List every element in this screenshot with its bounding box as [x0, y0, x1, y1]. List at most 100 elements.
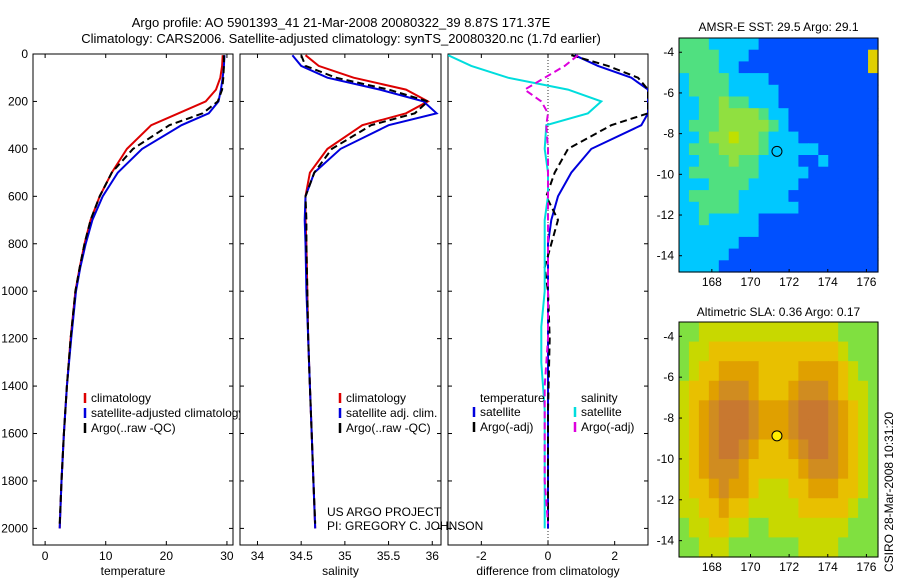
- map-cell: [728, 419, 740, 441]
- map-cell: [868, 341, 879, 362]
- map-cell: [748, 38, 760, 51]
- map-cell: [698, 61, 710, 74]
- map-cell: [868, 178, 879, 191]
- map-cell: [788, 419, 799, 441]
- map-cell: [718, 108, 730, 121]
- map-cell: [768, 201, 780, 215]
- map-cell: [768, 361, 780, 382]
- map-cell: [718, 439, 730, 460]
- map-cell: [738, 38, 750, 51]
- map-cell: [828, 38, 839, 51]
- salinity-plot-frame: [239, 53, 442, 546]
- map-cell: [838, 190, 849, 203]
- map-cell: [798, 108, 809, 121]
- map-cell: [778, 478, 790, 499]
- map-cell: [808, 155, 819, 168]
- map-cell: [868, 201, 879, 215]
- map-cell: [738, 61, 750, 74]
- map-cell: [848, 143, 859, 156]
- map-cell: [778, 143, 790, 156]
- map-cell: [708, 537, 720, 558]
- map-cell: [679, 400, 690, 421]
- map-cell: [798, 213, 809, 226]
- temperature-x-tick-label: 10: [99, 549, 113, 563]
- map-cell: [838, 341, 849, 362]
- map-cell: [778, 119, 790, 133]
- map-cell: [728, 96, 740, 109]
- map-cell: [708, 201, 720, 215]
- map-cell: [728, 260, 740, 273]
- map-cell: [828, 213, 839, 226]
- depth-tick-label: 200: [8, 94, 28, 108]
- map-cell: [858, 322, 869, 343]
- map-cell: [718, 131, 730, 144]
- map-cell: [858, 131, 869, 144]
- map-cell: [718, 236, 730, 250]
- map-y-tick-label: -8: [663, 127, 674, 141]
- map-cell: [688, 213, 700, 226]
- map-cell: [848, 166, 859, 179]
- map-cell: [728, 73, 740, 86]
- map-cell: [808, 419, 819, 441]
- map-cell: [688, 498, 700, 519]
- map-cell: [708, 166, 720, 179]
- map-cell: [698, 84, 710, 98]
- difference-x-axis-label: difference from climatology: [476, 564, 619, 578]
- map-cell: [708, 155, 720, 168]
- map-cell: [688, 400, 700, 421]
- map-cell: [848, 537, 859, 558]
- map-cell: [698, 190, 710, 203]
- map-cell: [828, 236, 839, 250]
- map-cell: [758, 61, 770, 74]
- map-cell: [798, 143, 809, 156]
- map-cell: [778, 517, 790, 539]
- map-cell: [679, 61, 690, 74]
- map-cell: [758, 143, 770, 156]
- map-cell: [788, 84, 799, 98]
- map-cell: [748, 517, 760, 539]
- map-cell: [679, 380, 690, 401]
- map-cell: [778, 166, 790, 179]
- map-cell: [838, 108, 849, 121]
- map-cell: [788, 517, 799, 539]
- map-cell: [758, 84, 770, 98]
- difference-x-tick-label: 0: [545, 549, 552, 563]
- map-cell: [868, 73, 879, 86]
- map-y-tick-label: -14: [657, 249, 675, 263]
- map-cell: [688, 190, 700, 203]
- map-cell: [688, 49, 700, 62]
- map-cell: [738, 49, 750, 62]
- map-cell: [818, 166, 829, 179]
- map-x-tick-label: 170: [740, 560, 760, 574]
- map-cell: [718, 119, 730, 133]
- salinity-legend-entry-label: satellite adj. clim.: [346, 406, 437, 420]
- map-cell: [679, 178, 690, 191]
- map-cell: [728, 155, 740, 168]
- map-cell: [768, 400, 780, 421]
- map-cell: [758, 380, 770, 401]
- map-cell: [788, 439, 799, 460]
- difference-series-line: [547, 54, 648, 529]
- map-cell: [838, 131, 849, 144]
- map-cell: [738, 322, 750, 343]
- map-cell: [788, 166, 799, 179]
- map-cell: [698, 49, 710, 62]
- depth-tick-label: 1200: [1, 332, 28, 346]
- map-cell: [748, 341, 760, 362]
- map-cell: [868, 38, 879, 51]
- map-cell: [848, 213, 859, 226]
- map-cell: [698, 380, 710, 401]
- map-cell: [808, 380, 819, 401]
- map-cell: [818, 498, 829, 519]
- salinity-x-tick-label: 34: [251, 549, 265, 563]
- map-cell: [808, 517, 819, 539]
- map-cell: [798, 84, 809, 98]
- map-cell: [808, 61, 819, 74]
- map-y-tick-label: -10: [657, 167, 675, 181]
- map-cell: [788, 38, 799, 51]
- map-cell: [738, 419, 750, 441]
- map-cell: [679, 537, 690, 558]
- map-cell: [798, 459, 809, 480]
- map-cell: [808, 178, 819, 191]
